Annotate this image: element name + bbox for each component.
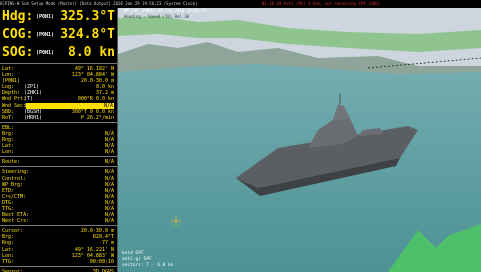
row-label: Cursor:: [2, 228, 23, 234]
row-value: 123° 04.883' W: [72, 253, 114, 259]
scene-note: vectors: T - 6.0 kn: [122, 262, 174, 268]
data-row: Next Crs: N/A: [0, 218, 117, 224]
row-label: EBL:: [2, 125, 14, 131]
row-source: (HRH1): [24, 115, 42, 121]
row-value: 20.0-30.0 m: [81, 78, 114, 84]
screen: ECPINS-W Sub Setup Mode (Master) [Data O…: [0, 0, 481, 272]
row-label: Route:: [2, 159, 20, 165]
row-label: Lat:: [2, 66, 14, 72]
row-label: Lon:: [2, 149, 14, 155]
title-bar: ECPINS-W Sub Setup Mode (Master) [Data O…: [0, 0, 481, 8]
row-label: SOG:: [2, 45, 33, 60]
row-value: N/A: [105, 188, 114, 194]
row-value: 49° 16.182' N: [75, 66, 114, 72]
row-label: Best ETA:: [2, 212, 29, 218]
row-value: N/A: [105, 218, 114, 224]
row-value: 8.0 kn: [68, 45, 115, 60]
row-value: N/A: [105, 206, 114, 212]
row-label: Wnd Sec:: [2, 103, 26, 109]
row-label: RoT:: [2, 115, 14, 121]
row-label: Lat:: [2, 247, 14, 253]
3d-scene: WP Lat (P0N1) 49 Jan 2020 19:56:15 Headi…: [118, 8, 481, 272]
row-value: 123° 04.884' W: [72, 72, 114, 78]
data-row: Lon: N/A: [0, 149, 117, 155]
row-label: Rng:: [2, 137, 14, 143]
row-value: N/A: [105, 182, 114, 188]
row-label: Hdg:: [2, 9, 33, 24]
row-value: N/A: [105, 176, 114, 182]
row-label: Brg:: [2, 234, 14, 240]
row-source: (T): [24, 96, 33, 102]
row-value: 00:00:10: [90, 259, 114, 265]
row-label: Rng:: [2, 240, 14, 246]
row-label: Lon:: [2, 253, 14, 259]
row-label: Depth:: [2, 90, 20, 96]
row-source: (P0N1): [36, 32, 54, 38]
row-value: 8.0 kn: [96, 84, 114, 90]
row-label: (P0N1): [2, 78, 20, 84]
row-value: N/A: [105, 131, 114, 137]
row-source: (ZP1): [24, 84, 39, 90]
row-source: (BGSH): [24, 109, 42, 115]
row-label: Lon:: [2, 72, 14, 78]
row-label: Steering:: [2, 169, 29, 175]
row-value: 000°R 0.0 kn: [78, 96, 114, 102]
heading-row: Hdg:(P0N1) 325.3°T: [0, 8, 117, 26]
row-value: P 26.2°/min: [81, 115, 114, 121]
scene-info: WP Lat (P0N1) 49 Jan 2020 19:56:15: [124, 8, 206, 13]
row-value: N/A: [105, 212, 114, 218]
row-label: TTG:: [2, 259, 14, 265]
row-value: 028.4°T: [93, 234, 114, 240]
row-value: N/A: [105, 137, 114, 143]
row-value: 324.8°T: [60, 27, 115, 42]
alarm-text: 01-16-19 hits (PG) 3 Alm, not receiving …: [262, 0, 380, 8]
row-label: Brg:: [2, 131, 14, 137]
row-value: N/A: [105, 159, 114, 165]
row-value: 325.3°T: [60, 9, 115, 24]
row-label: Log:: [2, 84, 14, 90]
row-label: Lat:: [2, 143, 14, 149]
row-value: 37.2 m: [96, 90, 114, 96]
scene-info: Heading - Saved (T0) Rel 30: [124, 14, 190, 19]
row-value: N/A: [105, 169, 114, 175]
row-source: (P0N1): [36, 50, 54, 56]
row-value: N/A: [26, 103, 114, 109]
row-source: (P0N1): [36, 14, 54, 20]
row-value: 20.0-30.0 m: [81, 228, 114, 234]
row-value: 300°T 0 0.0 kn: [72, 109, 114, 115]
scene-note: bold GPF: [122, 250, 144, 256]
row-label: Wnd Prt:: [2, 96, 26, 102]
title-text: ECPINS-W Sub Setup Mode (Master) [Data O…: [0, 1, 197, 6]
row-value: N/A: [105, 200, 114, 206]
row-label: Crs/CTM:: [2, 194, 26, 200]
data-row: TTG: 00:00:10: [0, 259, 117, 265]
row-value: 77 m: [102, 240, 114, 246]
row-value: 49° 16.221' N: [75, 247, 114, 253]
heading-row: SOG:(P0N1) 8.0 kn: [0, 44, 117, 62]
row-label: WP Brg:: [2, 182, 23, 188]
row-label: Next Crs:: [2, 218, 29, 224]
scene-note: anti-gr GPF: [122, 256, 152, 262]
row-label: COG:: [2, 27, 33, 42]
heading-row: COG:(P0N1) 324.8°T: [0, 26, 117, 44]
row-value: N/A: [105, 143, 114, 149]
row-label: SBD:: [2, 109, 14, 115]
row-label: ETD:: [2, 188, 14, 194]
row-label: Control:: [2, 176, 26, 182]
row-source: (ZHK1): [24, 90, 42, 96]
row-value: N/A: [105, 194, 114, 200]
data-row: RoT: (HRH1) P 26.2°/min: [0, 115, 117, 121]
row-value: N/A: [105, 149, 114, 155]
row-label: DTG:: [2, 200, 14, 206]
data-row: Route: N/A: [0, 159, 117, 165]
row-label: TTG:: [2, 206, 14, 212]
